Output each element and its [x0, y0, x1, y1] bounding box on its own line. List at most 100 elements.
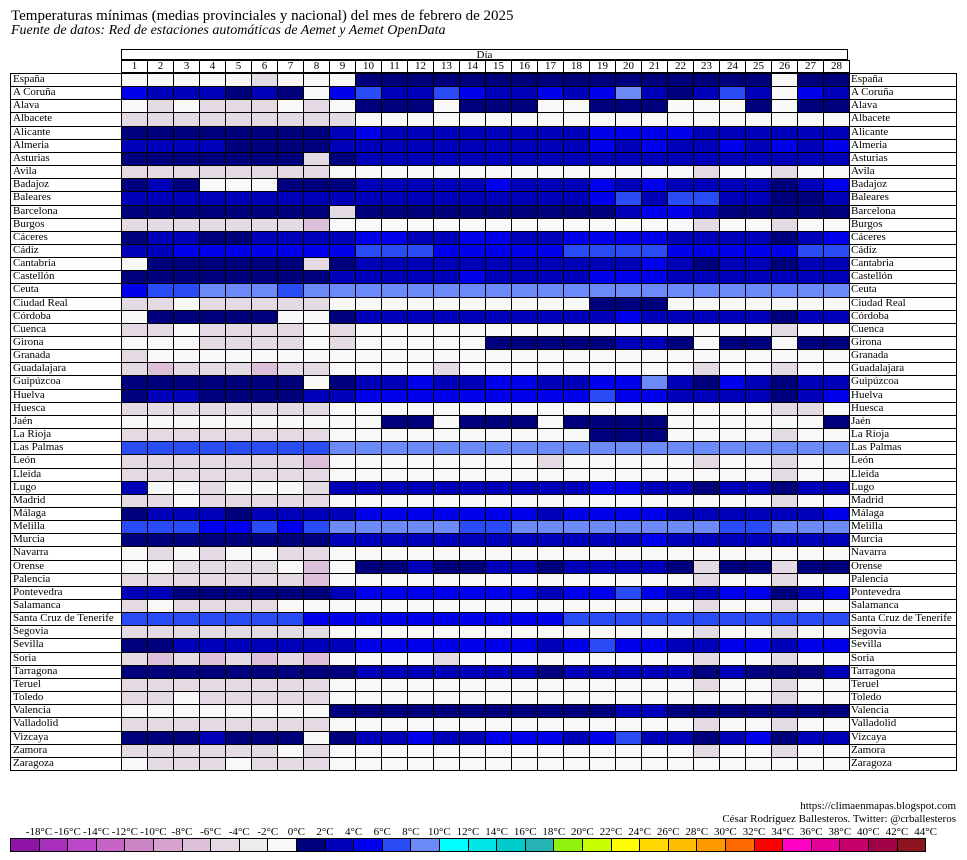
heatmap-cell: [667, 375, 694, 390]
row-label-right: Madrid: [848, 494, 957, 508]
heatmap-cell: [615, 520, 642, 534]
heatmap-cell: [251, 205, 278, 219]
heatmap-cell: [251, 375, 278, 390]
heatmap-cell: [433, 638, 460, 653]
heatmap-cell: [433, 152, 460, 166]
heatmap-cell: [277, 86, 304, 100]
heatmap-cell: [615, 638, 642, 653]
row-label-left: Salamanca: [10, 599, 122, 613]
heatmap-cell: [563, 612, 590, 626]
heatmap-cell: [459, 757, 486, 771]
heatmap-cell: [537, 560, 564, 574]
heatmap-cell: [407, 191, 434, 206]
heatmap-cell: [719, 560, 746, 574]
heatmap-cell: [225, 704, 252, 718]
heatmap-cell: [251, 402, 278, 416]
heatmap-cell: [693, 178, 720, 192]
heatmap-cell: [589, 652, 616, 666]
heatmap-cell: [823, 415, 850, 429]
heatmap-cell: [615, 165, 642, 179]
heatmap-cell: [823, 99, 850, 113]
heatmap-cell: [407, 468, 434, 482]
heatmap-cell: [693, 428, 720, 442]
credit-url[interactable]: https://climaenmapas.blogspot.com: [800, 800, 956, 812]
heatmap-cell: [667, 297, 694, 311]
heatmap-cell: [459, 652, 486, 666]
heatmap-cell: [745, 336, 772, 350]
row-label-left: Castellón: [10, 270, 122, 284]
heatmap-cell: [251, 218, 278, 232]
heatmap-cell: [563, 625, 590, 639]
heatmap-cell: [381, 494, 408, 508]
heatmap-cell: [771, 323, 798, 337]
heatmap-cell: [173, 560, 200, 574]
heatmap-cell: [823, 744, 850, 758]
heatmap-cell: [693, 402, 720, 416]
heatmap-cell: [563, 218, 590, 232]
heatmap-cell: [745, 625, 772, 639]
heatmap-cell: [173, 297, 200, 311]
heatmap-cell: [147, 665, 174, 679]
heatmap-cell: [355, 744, 382, 758]
row-label-left: Granada: [10, 349, 122, 363]
heatmap-cell: [693, 599, 720, 613]
heatmap-cell: [745, 139, 772, 153]
heatmap-cell: [199, 178, 226, 192]
heatmap-cell: [407, 678, 434, 692]
heatmap-cell: [719, 112, 746, 127]
legend-label: -18°C: [25, 826, 53, 838]
heatmap-cell: [121, 560, 148, 574]
heatmap-cell: [693, 336, 720, 350]
heatmap-cell: [355, 691, 382, 705]
heatmap-cell: [121, 612, 148, 626]
heatmap-cell: [745, 533, 772, 547]
row-label-right: Granada: [848, 349, 957, 363]
day-header: 22: [667, 60, 694, 73]
heatmap-cell: [303, 507, 330, 521]
heatmap-cell: [277, 205, 304, 219]
heatmap-cell: [147, 191, 174, 206]
row-label-left: Orense: [10, 560, 122, 574]
heatmap-cell: [355, 257, 382, 271]
heatmap-cell: [563, 533, 590, 547]
heatmap-cell: [667, 231, 694, 245]
heatmap-cell: [745, 586, 772, 600]
heatmap-cell: [693, 507, 720, 521]
heatmap-cell: [355, 507, 382, 521]
row-label-left: Guipúzcoa: [10, 375, 122, 390]
heatmap-cell: [277, 349, 304, 363]
heatmap-cell: [641, 533, 668, 547]
heatmap-cell: [121, 678, 148, 692]
heatmap-cell: [355, 310, 382, 324]
heatmap-cell: [589, 428, 616, 442]
heatmap-cell: [225, 178, 252, 192]
row-label-left: Zaragoza: [10, 757, 122, 771]
heatmap-cell: [823, 704, 850, 718]
heatmap-cell: [225, 349, 252, 363]
day-header: 18: [563, 60, 590, 73]
heatmap-cell: [329, 231, 356, 245]
heatmap-cell: [225, 678, 252, 692]
heatmap-cell: [615, 560, 642, 574]
row-label-left: Lleida: [10, 468, 122, 482]
heatmap-cell: [719, 165, 746, 179]
heatmap-cell: [433, 494, 460, 508]
heatmap-cell: [277, 389, 304, 403]
heatmap-cell: [511, 165, 538, 179]
heatmap-cell: [459, 126, 486, 140]
heatmap-cell: [147, 678, 174, 692]
heatmap-cell: [771, 99, 798, 113]
heatmap-cell: [251, 717, 278, 732]
heatmap-cell: [797, 165, 824, 179]
heatmap-cell: [537, 599, 564, 613]
row-label-right: Valencia: [848, 704, 957, 718]
heatmap-cell: [771, 178, 798, 192]
heatmap-cell: [615, 389, 642, 403]
heatmap-cell: [459, 494, 486, 508]
heatmap-cell: [147, 283, 174, 298]
heatmap-cell: [173, 665, 200, 679]
heatmap-cell: [381, 573, 408, 587]
heatmap-cell: [433, 283, 460, 298]
heatmap-cell: [329, 402, 356, 416]
heatmap-cell: [329, 428, 356, 442]
